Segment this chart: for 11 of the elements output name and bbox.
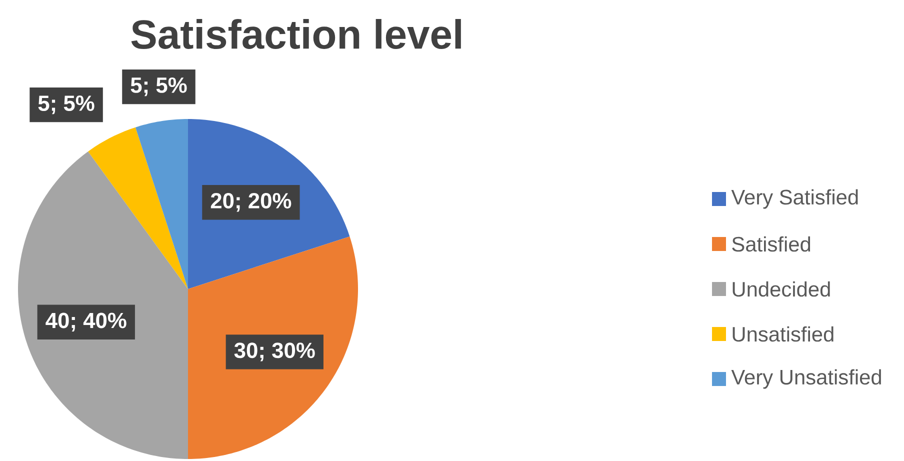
legend-label: Very Satisfied — [731, 189, 858, 209]
data-label: 30; 30% — [234, 342, 315, 362]
data-label: 5; 5% — [38, 96, 94, 114]
legend-label: Satisfied — [732, 236, 810, 252]
legend-label: Undecided — [732, 281, 830, 297]
data-label: 40; 40% — [46, 312, 126, 332]
data-label: 5; 5% — [130, 77, 187, 96]
chart-title: Satisfaction level — [131, 19, 461, 50]
legend-label: Very Unsatisfied — [731, 369, 881, 389]
legend-label: Unsatisfied — [732, 326, 834, 342]
data-label: 20; 20% — [210, 192, 292, 212]
